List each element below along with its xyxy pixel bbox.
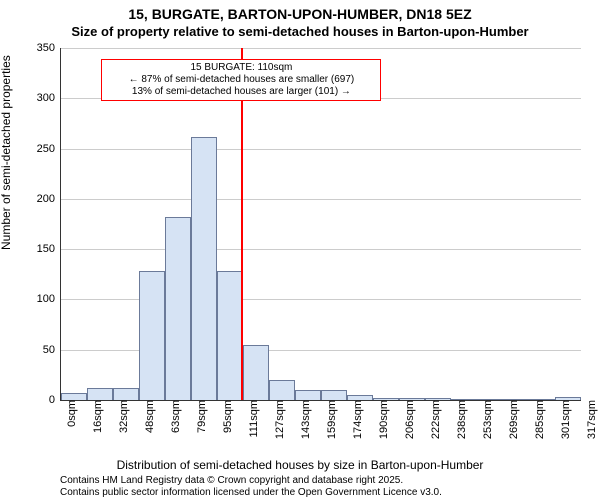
histogram-bar bbox=[113, 388, 139, 400]
y-tick-label: 300 bbox=[37, 92, 61, 104]
histogram-bar bbox=[139, 271, 165, 400]
x-tick-label: 317sqm bbox=[584, 400, 598, 439]
y-tick-label: 150 bbox=[37, 243, 61, 255]
grid-line bbox=[61, 48, 581, 49]
annotation-line: ← 87% of semi-detached houses are smalle… bbox=[106, 74, 376, 86]
x-tick-label: 48sqm bbox=[142, 400, 156, 433]
x-tick-label: 111sqm bbox=[246, 400, 260, 438]
annotation-line: 13% of semi-detached houses are larger (… bbox=[106, 86, 376, 98]
grid-line bbox=[61, 149, 581, 150]
y-tick-label: 350 bbox=[37, 42, 61, 54]
histogram-bar bbox=[217, 271, 243, 400]
x-tick-label: 174sqm bbox=[350, 400, 364, 439]
x-tick-label: 79sqm bbox=[194, 400, 208, 433]
y-tick-label: 50 bbox=[43, 344, 61, 356]
x-tick-label: 143sqm bbox=[298, 400, 312, 439]
footnote-line1: Contains HM Land Registry data © Crown c… bbox=[60, 475, 442, 487]
annotation-box: 15 BURGATE: 110sqm← 87% of semi-detached… bbox=[101, 59, 381, 101]
marker-line bbox=[241, 48, 243, 400]
y-tick-label: 100 bbox=[37, 293, 61, 305]
histogram-bar bbox=[295, 390, 321, 400]
histogram-bar bbox=[321, 390, 347, 400]
histogram-bar bbox=[61, 393, 87, 400]
histogram-bar bbox=[269, 380, 295, 400]
x-tick-label: 206sqm bbox=[402, 400, 416, 439]
x-tick-label: 16sqm bbox=[90, 400, 104, 433]
histogram-bar bbox=[191, 137, 217, 400]
y-tick-label: 250 bbox=[37, 143, 61, 155]
chart-title-line2: Size of property relative to semi-detach… bbox=[0, 24, 600, 39]
chart-container: 15, BURGATE, BARTON-UPON-HUMBER, DN18 5E… bbox=[0, 0, 600, 500]
x-tick-label: 95sqm bbox=[220, 400, 234, 433]
x-tick-label: 301sqm bbox=[558, 400, 572, 439]
x-tick-label: 253sqm bbox=[480, 400, 494, 439]
histogram-bar bbox=[243, 345, 269, 400]
x-tick-label: 127sqm bbox=[272, 400, 286, 439]
x-axis-label: Distribution of semi-detached houses by … bbox=[0, 458, 600, 472]
footnote-line2: Contains public sector information licen… bbox=[60, 487, 442, 499]
x-tick-label: 222sqm bbox=[428, 400, 442, 439]
y-tick-label: 200 bbox=[37, 193, 61, 205]
x-tick-label: 285sqm bbox=[532, 400, 546, 439]
y-axis-label: Number of semi-detached properties bbox=[0, 55, 13, 250]
x-tick-label: 63sqm bbox=[168, 400, 182, 433]
plot-area: 0501001502002503003500sqm16sqm32sqm48sqm… bbox=[60, 48, 581, 401]
chart-title-line1: 15, BURGATE, BARTON-UPON-HUMBER, DN18 5E… bbox=[0, 6, 600, 22]
grid-line bbox=[61, 199, 581, 200]
grid-line bbox=[61, 249, 581, 250]
annotation-line: 15 BURGATE: 110sqm bbox=[106, 62, 376, 74]
footnote: Contains HM Land Registry data © Crown c… bbox=[60, 475, 442, 498]
x-tick-label: 269sqm bbox=[506, 400, 520, 439]
histogram-bar bbox=[87, 388, 113, 400]
x-tick-label: 238sqm bbox=[454, 400, 468, 439]
y-tick-label: 0 bbox=[49, 394, 61, 406]
x-tick-label: 159sqm bbox=[324, 400, 338, 439]
x-tick-label: 32sqm bbox=[116, 400, 130, 433]
x-tick-label: 0sqm bbox=[64, 400, 78, 427]
x-tick-label: 190sqm bbox=[376, 400, 390, 439]
histogram-bar bbox=[165, 217, 191, 400]
